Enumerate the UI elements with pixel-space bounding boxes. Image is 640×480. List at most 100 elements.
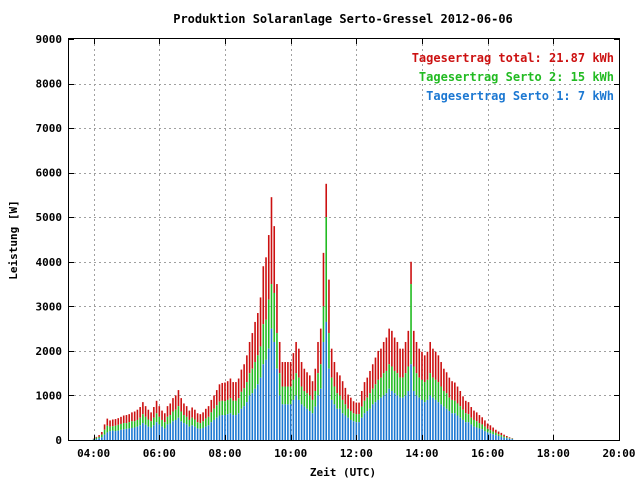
bar-serto-1	[287, 404, 289, 440]
bar-serto-1	[481, 429, 483, 440]
bar-serto-1	[352, 421, 355, 440]
bar-serto-2	[347, 408, 349, 418]
bar-serto-1	[103, 434, 106, 440]
bar-total	[402, 348, 404, 378]
bar-serto-1	[213, 419, 215, 440]
bar-total	[240, 369, 243, 392]
bar-serto-2	[451, 399, 453, 414]
bar-total	[273, 226, 276, 293]
bar-serto-1	[407, 390, 410, 440]
plot-frame	[68, 38, 620, 441]
bar-serto-1	[464, 422, 467, 440]
bar-serto-1	[328, 368, 330, 440]
bar-total	[325, 183, 328, 218]
bar-serto-1	[486, 432, 489, 440]
bar-serto-1	[276, 368, 278, 440]
bar-serto-1	[248, 395, 251, 440]
bar-total	[224, 382, 226, 402]
bar-total	[388, 328, 390, 365]
bar-serto-2	[445, 393, 448, 409]
bar-total	[314, 368, 317, 391]
bar-serto-2	[330, 377, 333, 400]
chart-title: Produktion Solaranlage Serto-Gressel 201…	[173, 12, 513, 26]
bar-serto-1	[284, 404, 286, 440]
bar-serto-1	[311, 413, 314, 440]
bar-serto-2	[177, 406, 180, 418]
bar-serto-2	[117, 424, 120, 431]
bar-serto-1	[101, 437, 103, 440]
bar-total	[464, 400, 467, 414]
bar-serto-2	[360, 406, 363, 418]
bar-serto-2	[473, 419, 475, 427]
bar-total	[292, 353, 295, 380]
bar-serto-2	[363, 400, 366, 414]
bar-serto-2	[412, 366, 415, 391]
bar-total	[399, 348, 401, 378]
bar-serto-1	[98, 438, 100, 440]
bar-serto-1	[281, 404, 284, 440]
bar-serto-1	[95, 439, 98, 440]
bar-total	[306, 372, 308, 394]
bar-total	[336, 372, 338, 394]
bar-serto-1	[426, 399, 429, 440]
bar-total	[500, 432, 503, 436]
bar-serto-1	[125, 428, 128, 440]
bar-serto-2	[308, 395, 311, 412]
bar-serto-2	[311, 399, 314, 414]
bar-serto-1	[300, 404, 303, 440]
bar-serto-1	[508, 438, 511, 440]
bar-serto-2	[429, 373, 431, 396]
bar-serto-1	[128, 428, 130, 440]
bar-serto-2	[224, 401, 226, 416]
bar-serto-2	[122, 423, 125, 430]
bar-serto-2	[426, 379, 429, 400]
bar-serto-1	[139, 425, 141, 440]
x-tick-label: 10:00	[274, 447, 307, 460]
bar-total	[352, 401, 355, 414]
y-tick-label: 4000	[36, 256, 63, 269]
bar-total	[287, 362, 289, 387]
bar-total	[147, 409, 150, 420]
bar-total	[232, 382, 234, 401]
axis-ticks: 0 1000 2000 3000 4000 5000 6000 7000 8000 9000 04:…	[36, 33, 636, 460]
bar-serto-2	[314, 390, 317, 407]
bar-serto-1	[459, 417, 462, 440]
bar-serto-1	[492, 434, 494, 440]
bar-total	[169, 403, 172, 416]
bar-serto-1	[235, 415, 237, 440]
legend-entry: Tagesertrag Serto 2: 15 kWh	[419, 70, 614, 84]
bar-serto-2	[202, 421, 204, 428]
bar-serto-2	[205, 418, 207, 427]
bar-total	[434, 351, 437, 380]
x-tick-label: 16:00	[471, 447, 504, 460]
bar-serto-2	[495, 432, 497, 436]
bar-total	[333, 362, 336, 387]
bar-total	[344, 387, 347, 405]
bar-serto-2	[448, 397, 451, 412]
bar-serto-2	[158, 416, 161, 425]
bar-serto-1	[385, 393, 388, 440]
bar-serto-2	[199, 423, 202, 429]
bar-serto-1	[188, 426, 191, 440]
bar-serto-1	[399, 397, 401, 440]
bar-serto-1	[215, 417, 218, 440]
bar-total	[128, 414, 130, 423]
bar-serto-2	[243, 388, 245, 407]
bar-serto-1	[377, 399, 380, 440]
bar-serto-2	[174, 409, 177, 420]
bar-total	[183, 403, 185, 416]
bar-serto-1	[470, 424, 473, 440]
y-tick-label: 6000	[36, 167, 63, 180]
bar-serto-2	[133, 421, 136, 428]
y-tick-label: 0	[55, 434, 62, 447]
bar-serto-1	[380, 397, 382, 440]
bar-serto-2	[380, 377, 382, 398]
bar-serto-1	[440, 404, 442, 440]
bar-serto-2	[235, 400, 237, 416]
bar-serto-1	[347, 417, 349, 440]
bar-total	[462, 396, 464, 410]
bar-total	[278, 341, 281, 374]
bar-serto-1	[194, 426, 196, 440]
bar-serto-2	[142, 414, 144, 424]
bar-serto-2	[503, 436, 505, 438]
